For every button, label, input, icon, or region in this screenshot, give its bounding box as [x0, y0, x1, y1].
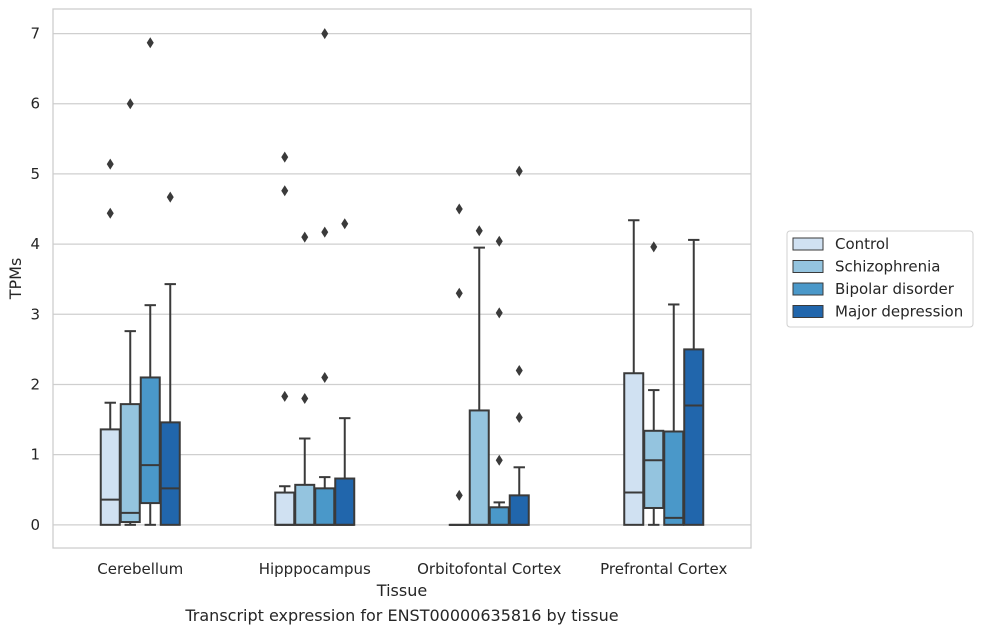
outlier-point [495, 307, 503, 319]
outlier-point [495, 235, 503, 247]
y-tick-label: 4 [30, 235, 40, 253]
plot-frame [52, 8, 752, 549]
box-iqr [623, 372, 645, 526]
outlier-point [281, 151, 289, 163]
legend-label: Control [835, 235, 889, 253]
outlier-point [166, 191, 174, 203]
outlier-point [321, 226, 329, 238]
x-tick-label: Orbitofontal Cortex [417, 560, 561, 578]
legend: Control Schizophrenia Bipolar disorder Majo… [786, 230, 974, 328]
outlier-point [495, 454, 503, 466]
x-tick-label: Prefrontal Cortex [600, 560, 727, 578]
outlier-point [281, 185, 289, 197]
x-tick-label: Cerebellum [97, 560, 183, 578]
outlier-point [515, 364, 523, 376]
outlier-point [106, 158, 114, 170]
y-tick-label: 6 [30, 95, 40, 113]
outlier-point [455, 203, 463, 215]
y-tick-label: 3 [30, 305, 40, 323]
chart-caption: Transcript expression for ENST0000063581… [184, 606, 618, 625]
outlier-point [341, 218, 349, 230]
tick-labels: 0 1 2 3 4 5 6 7 Cerebellum Hipppocampus Orbitofont… [30, 25, 727, 578]
outlier-point [126, 98, 134, 110]
box-iqr [508, 494, 530, 526]
outlier-point [106, 207, 114, 219]
box-iqr [663, 430, 685, 526]
outlier-point [301, 393, 309, 405]
box-iqr [643, 429, 665, 509]
y-tick-label: 5 [30, 165, 40, 183]
outlier-point [321, 371, 329, 383]
outlier-point [515, 411, 523, 423]
outlier-point [650, 241, 658, 253]
y-tick-label: 0 [30, 516, 40, 534]
box-iqr [99, 428, 121, 526]
box-iqr [314, 487, 336, 526]
box-iqr [683, 348, 705, 526]
box-iqr [139, 376, 161, 505]
legend-swatch [792, 305, 824, 318]
outlier-point [281, 390, 289, 402]
outlier-point [475, 225, 483, 237]
outlier-point [515, 165, 523, 177]
box-iqr [119, 403, 141, 524]
legend-frame [786, 230, 974, 328]
box-iqr [334, 477, 356, 526]
box-iqr [468, 409, 490, 526]
y-axis-label: TPMs [6, 258, 25, 301]
legend-swatch [792, 282, 824, 296]
box-iqr [274, 491, 296, 526]
outlier-point [146, 37, 154, 49]
x-tick-label: Hipppocampus [259, 560, 371, 578]
box-iqr [159, 421, 181, 526]
x-axis-label: Tissue [376, 581, 427, 600]
legend-swatch [792, 260, 824, 273]
legend-swatch [792, 237, 824, 251]
outlier-point [301, 231, 309, 243]
boxes [99, 28, 705, 526]
box-iqr [294, 483, 316, 526]
outlier-point [455, 287, 463, 299]
y-tick-label: 7 [30, 25, 40, 43]
legend-label: Bipolar disorder [835, 280, 955, 298]
legend-label: Major depression [835, 303, 963, 321]
outlier-point [321, 28, 329, 40]
box-iqr [488, 506, 510, 526]
y-tick-label: 1 [30, 446, 40, 464]
y-tick-label: 2 [30, 375, 40, 393]
outlier-point [455, 489, 463, 501]
legend-label: Schizophrenia [835, 258, 940, 276]
